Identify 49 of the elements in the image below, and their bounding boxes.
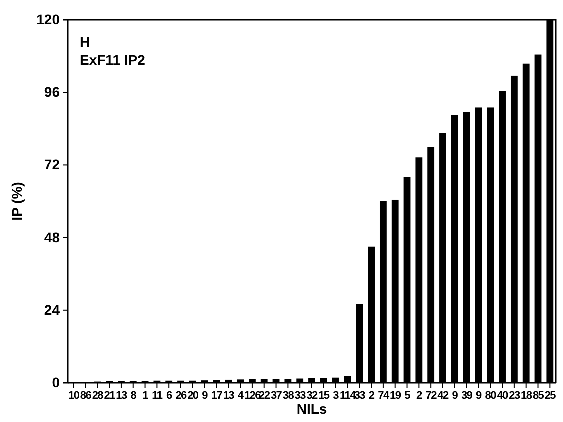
x-tick-label: 85 — [532, 390, 544, 402]
y-tick-label: 120 — [36, 11, 60, 28]
x-tick-label: 33 — [294, 390, 306, 402]
x-tick-label: 17 — [211, 390, 223, 402]
x-tick-label: 37 — [270, 390, 282, 402]
x-tick-label: 80 — [485, 390, 497, 402]
x-tick-label: 15 — [318, 390, 330, 402]
x-tick-label: 38 — [282, 390, 294, 402]
x-tick-label: 10 — [68, 390, 80, 402]
x-tick-label: 26 — [176, 390, 188, 402]
y-tick-label: 48 — [44, 229, 60, 246]
x-tick-label: 2 — [416, 390, 423, 402]
x-axis-title: NILs — [296, 401, 328, 417]
x-tick-label: 18 — [521, 390, 532, 402]
x-tick-label: 25 — [544, 390, 556, 402]
x-tick-label: 23 — [509, 390, 520, 402]
x-tick-label: 74 — [378, 390, 390, 402]
x-tick-label: 9 — [452, 390, 458, 402]
x-tick-label: 28 — [92, 390, 104, 402]
x-tick-label: 2 — [368, 390, 375, 402]
x-tick-label: 32 — [306, 390, 318, 402]
x-tick-label: 19 — [390, 390, 402, 402]
x-tick-label: 5 — [404, 390, 411, 402]
x-tick-label: 126 — [244, 390, 262, 402]
annotation: H — [80, 34, 90, 50]
y-axis-title: IP (%) — [9, 182, 25, 221]
y-tick-label: 96 — [44, 84, 60, 100]
x-tick-label: 13 — [223, 390, 235, 402]
x-tick-label: 20 — [188, 390, 199, 402]
y-tick-label: 24 — [44, 302, 60, 318]
x-tick-label: 11 — [152, 390, 163, 402]
x-tick-label: 72 — [426, 390, 438, 402]
x-tick-label: 9 — [476, 390, 482, 402]
x-tick-label: 9 — [202, 390, 208, 402]
y-tick-label: 72 — [44, 156, 60, 173]
x-tick-label: 1 — [142, 390, 149, 402]
x-tick-label: 40 — [497, 390, 509, 402]
x-tick-label: 21 — [104, 390, 116, 402]
x-tick-label: 8 — [130, 390, 137, 402]
x-tick-label: 6 — [166, 390, 172, 402]
x-tick-label: 42 — [438, 390, 449, 402]
x-tick-label: 22 — [259, 390, 270, 402]
annotation: ExF11 IP2 — [80, 52, 146, 68]
y-tick-label: 0 — [52, 374, 60, 390]
x-tick-label: 4 — [238, 390, 245, 402]
x-tick-label: 86 — [80, 390, 92, 402]
x-tick-label: 13 — [116, 390, 128, 402]
x-tick-label: 39 — [461, 390, 473, 402]
x-tick-label: 3 — [333, 390, 340, 402]
